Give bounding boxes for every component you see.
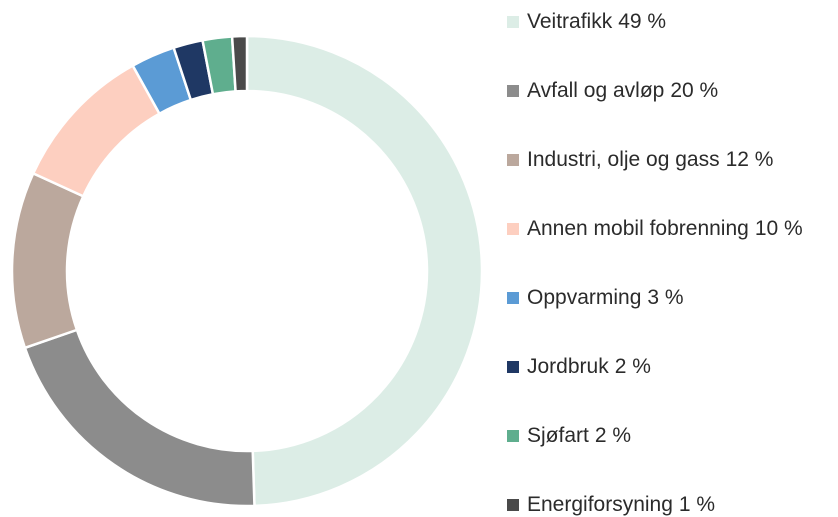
donut-slice	[10, 171, 85, 350]
legend-value: 49 %	[618, 10, 666, 33]
legend-swatch	[507, 361, 519, 373]
legend-swatch	[507, 292, 519, 304]
legend-category: Sjøfart	[527, 424, 589, 447]
legend-category: Energiforsyning	[527, 493, 673, 516]
legend-label: Annen mobil fobrenning 10 %	[527, 217, 803, 240]
legend-category: Industri, olje og gass	[527, 148, 720, 171]
donut-slice	[230, 34, 249, 93]
legend-value: 1 %	[679, 493, 715, 516]
donut-slice	[245, 34, 484, 508]
legend-label: Avfall og avløp 20 %	[527, 79, 718, 102]
legend-swatch	[507, 223, 519, 235]
legend-label: Oppvarming 3 %	[527, 286, 684, 309]
legend-swatch	[507, 16, 519, 28]
legend-swatch	[507, 499, 519, 511]
legend-value: 10 %	[755, 217, 803, 240]
legend-label: Sjøfart 2 %	[527, 424, 631, 447]
legend-label: Industri, olje og gass 12 %	[527, 148, 773, 171]
legend-category: Oppvarming	[527, 286, 641, 309]
donut-slice	[23, 328, 256, 508]
legend-swatch	[507, 85, 519, 97]
legend-label: Veitrafikk 49 %	[527, 10, 666, 33]
legend-swatch	[507, 430, 519, 442]
legend-category: Avfall og avløp	[527, 79, 664, 102]
legend-category: Jordbruk	[527, 355, 609, 378]
legend-category: Veitrafikk	[527, 10, 613, 33]
legend-value: 2 %	[595, 424, 631, 447]
legend-label: Energiforsyning 1 %	[527, 493, 715, 516]
donut-slice	[31, 63, 162, 198]
legend-value: 2 %	[615, 355, 651, 378]
legend-label: Jordbruk 2 %	[527, 355, 651, 378]
legend-swatch	[507, 154, 519, 166]
legend-value: 12 %	[726, 148, 774, 171]
legend-value: 3 %	[647, 286, 683, 309]
legend-value: 20 %	[670, 79, 718, 102]
legend-category: Annen mobil fobrenning	[527, 217, 749, 240]
